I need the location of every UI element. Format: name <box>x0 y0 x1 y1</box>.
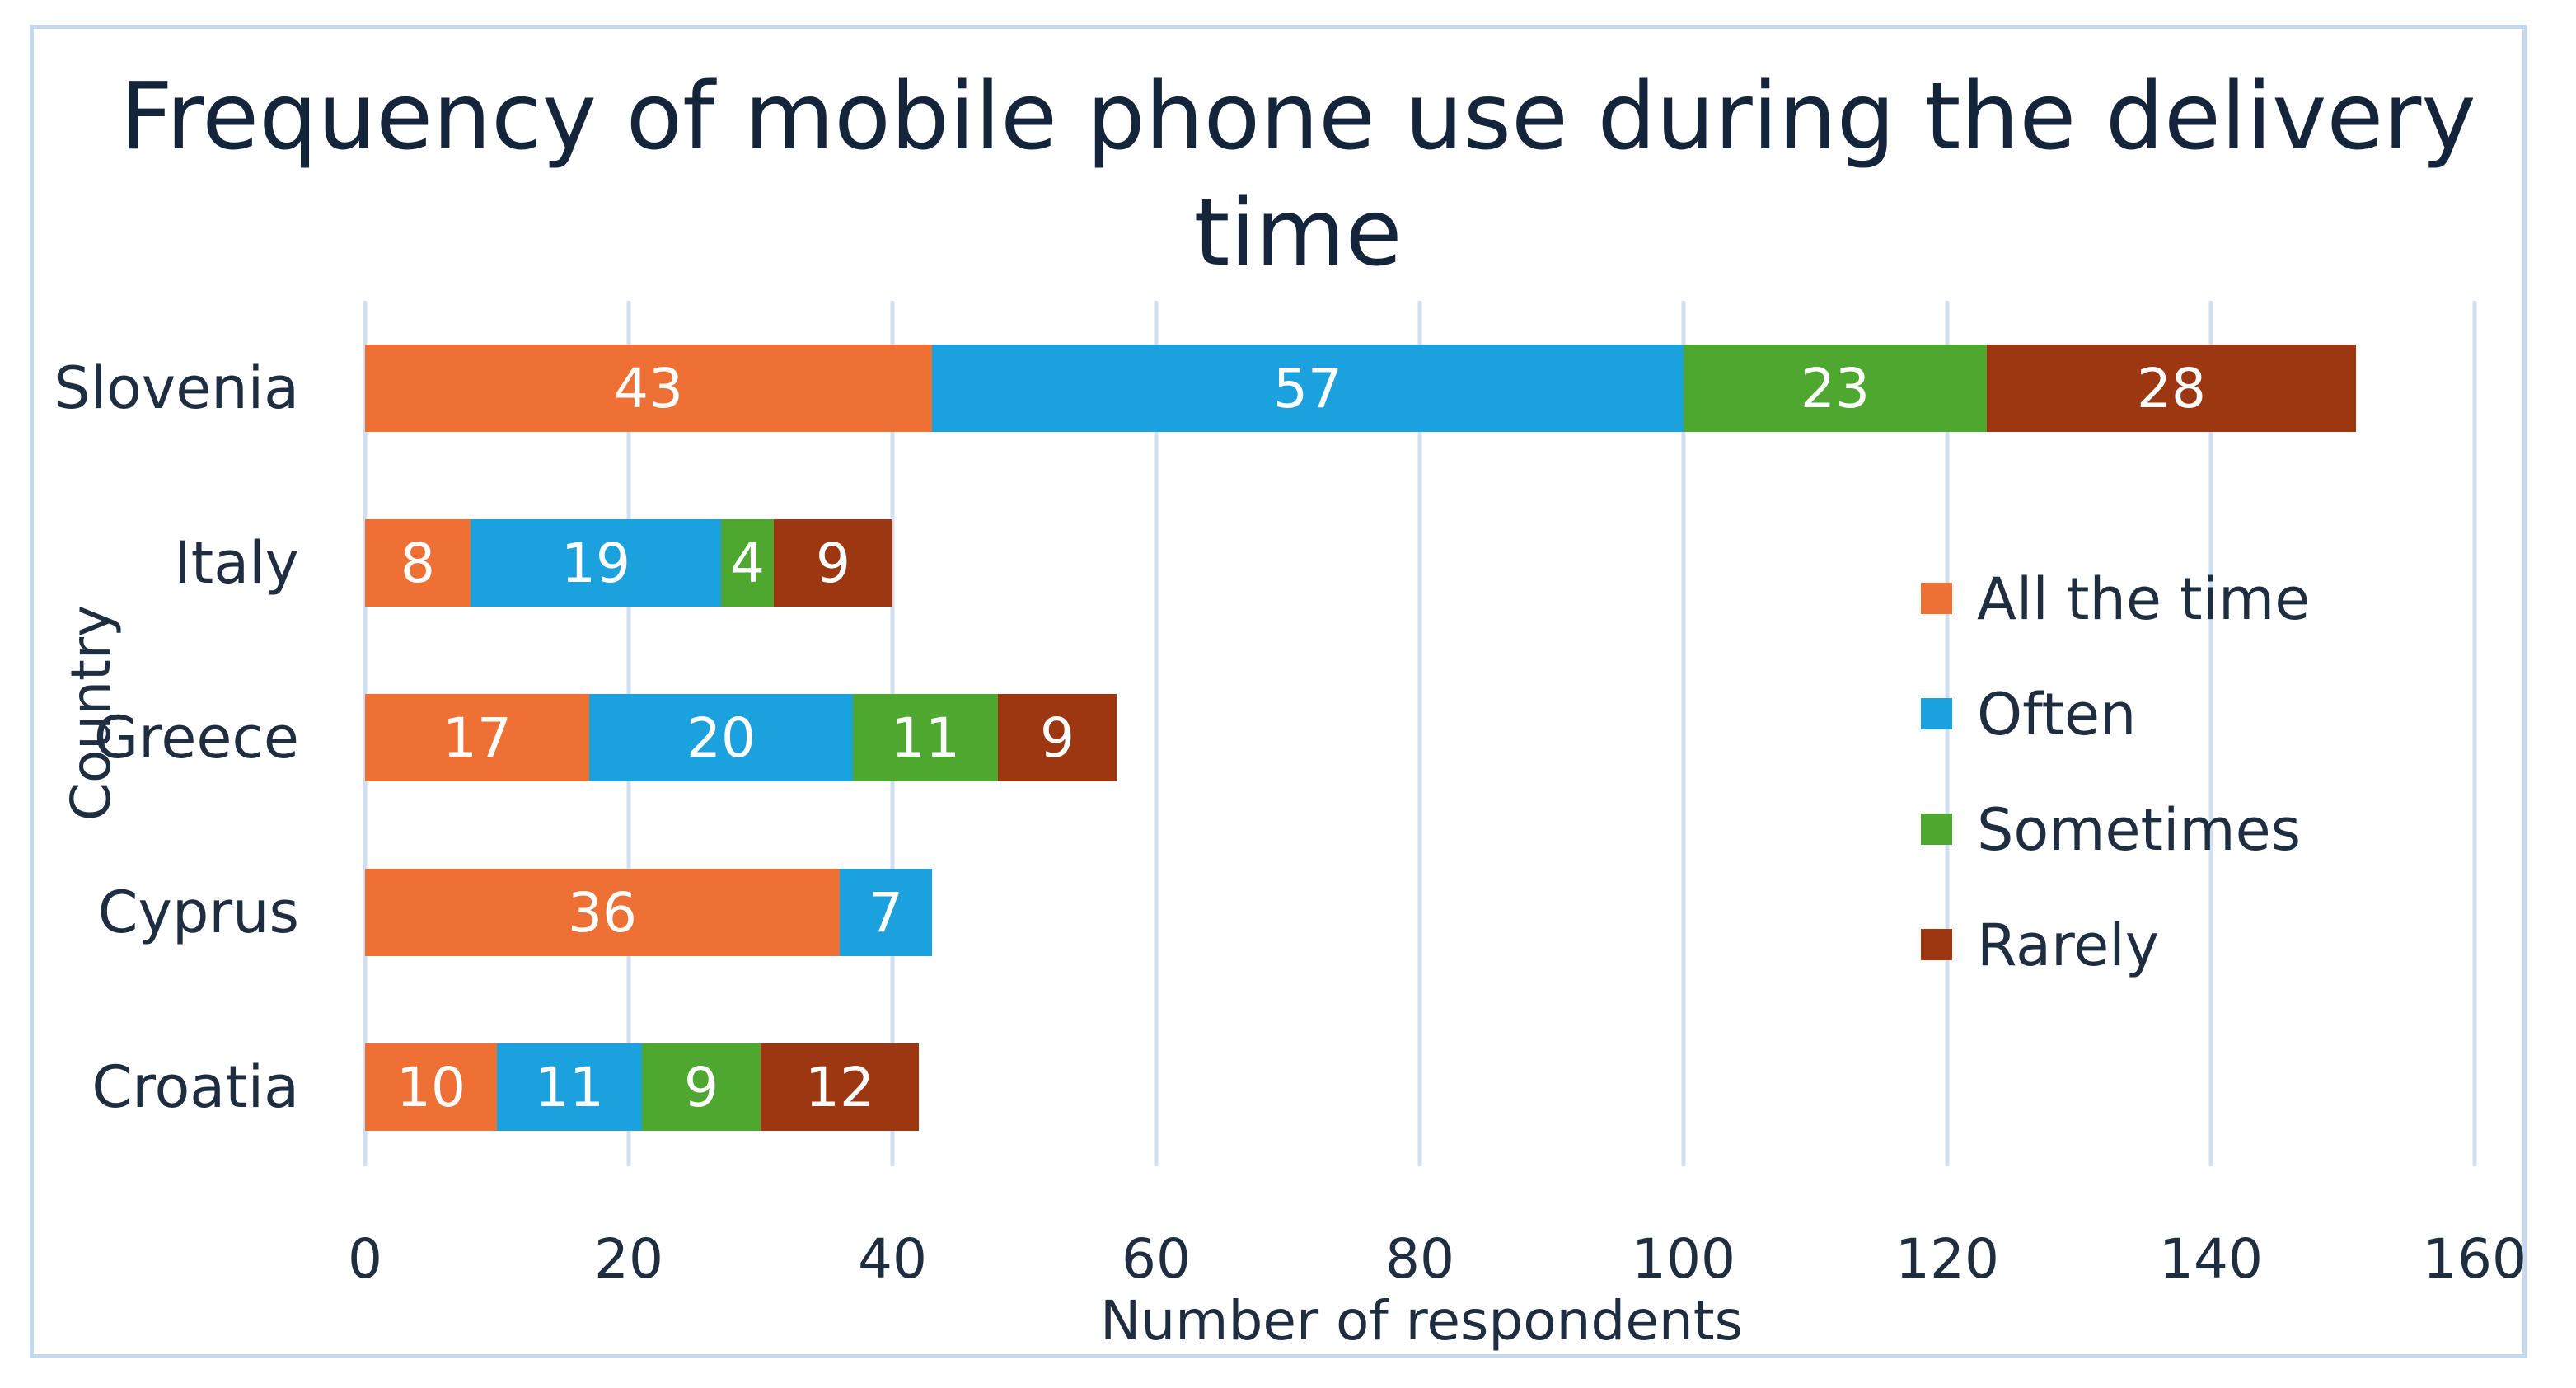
x-tick-label-120: 120 <box>1895 1227 1999 1291</box>
legend-swatch-rarely <box>1921 929 1952 960</box>
gridlines <box>363 301 2477 1166</box>
bar-greece-sometimes <box>853 694 998 781</box>
x-tick-label-60: 60 <box>1122 1227 1191 1291</box>
data-label-croatia-sometimes: 9 <box>684 1056 719 1119</box>
legend-label-often: Often <box>1977 681 2136 748</box>
data-label-greece-often: 20 <box>686 706 756 770</box>
data-label-greece-all-the-time: 17 <box>443 706 512 770</box>
bar-cyprus-often <box>840 869 932 956</box>
category-labels: Slovenia Italy Greece Cyprus Croatia <box>54 354 299 1121</box>
x-tick-label-0: 0 <box>348 1227 382 1291</box>
bar-italy-often <box>471 519 721 607</box>
bars: 43 57 23 288 19 4 917 20 11 936 710 11 9 12 <box>365 345 2356 1131</box>
category-label-slovenia: Slovenia <box>54 354 299 422</box>
legend-label-all-the-time: All the time <box>1977 565 2310 633</box>
legend-swatch-often <box>1921 698 1952 729</box>
bar-greece-often <box>589 694 853 781</box>
x-tick-label-40: 40 <box>858 1227 927 1291</box>
bar-croatia-often <box>497 1043 642 1131</box>
data-label-croatia-often: 11 <box>535 1056 604 1119</box>
bar-croatia-sometimes <box>642 1043 761 1131</box>
legend: All the time Often Sometimes Rarely <box>1921 565 2310 979</box>
data-label-slovenia-rarely: 28 <box>2137 357 2206 420</box>
chart-title-line-2: time <box>1193 180 1402 287</box>
data-label-croatia-rarely: 12 <box>805 1056 874 1119</box>
chart-title-line-1: Frequency of mobile phone use during the… <box>119 63 2475 171</box>
data-label-croatia-all-the-time: 10 <box>396 1056 466 1119</box>
bar-slovenia-sometimes <box>1684 345 1987 432</box>
data-label-italy-all-the-time: 8 <box>400 532 435 595</box>
bar-italy-rarely <box>774 519 892 607</box>
data-label-italy-sometimes: 4 <box>730 532 765 595</box>
stacked-bar-chart: Frequency of mobile phone use during the… <box>54 63 2527 1353</box>
data-label-slovenia-often: 57 <box>1273 357 1342 420</box>
data-label-slovenia-all-the-time: 43 <box>614 357 683 420</box>
bar-croatia-all-the-time <box>365 1043 497 1131</box>
legend-swatch-sometimes <box>1921 814 1952 845</box>
category-label-croatia: Croatia <box>91 1053 299 1121</box>
legend-swatch-all-the-time <box>1921 583 1952 614</box>
bar-cyprus-all-the-time <box>365 869 840 956</box>
bar-slovenia-often <box>932 345 1684 432</box>
data-label-greece-rarely: 9 <box>1040 706 1075 770</box>
legend-label-sometimes: Sometimes <box>1977 796 2301 864</box>
bar-slovenia-all-the-time <box>365 345 932 432</box>
x-tick-labels: 0 20 40 60 80 100 120 140 160 <box>348 1227 2527 1291</box>
bar-greece-rarely <box>998 694 1117 781</box>
data-label-cyprus-all-the-time: 36 <box>568 881 637 945</box>
x-tick-label-140: 140 <box>2159 1227 2263 1291</box>
category-label-italy: Italy <box>174 529 299 597</box>
x-tick-label-160: 160 <box>2423 1227 2527 1291</box>
data-label-greece-sometimes: 11 <box>891 706 960 770</box>
x-tick-label-80: 80 <box>1385 1227 1454 1291</box>
legend-label-rarely: Rarely <box>1977 912 2159 979</box>
y-axis-title: Country <box>59 605 123 821</box>
bar-italy-all-the-time <box>365 519 471 607</box>
x-tick-label-100: 100 <box>1632 1227 1735 1291</box>
chart-frame: Frequency of mobile phone use during the… <box>30 25 2527 1358</box>
bar-italy-sometimes <box>721 519 774 607</box>
x-axis-title: Number of respondents <box>1100 1289 1743 1353</box>
category-label-greece: Greece <box>94 704 299 771</box>
bar-croatia-rarely <box>761 1043 919 1131</box>
data-label-italy-rarely: 9 <box>816 532 850 595</box>
data-label-slovenia-sometimes: 23 <box>1801 357 1870 420</box>
bar-greece-all-the-time <box>365 694 589 781</box>
data-label-italy-often: 19 <box>561 532 630 595</box>
category-label-cyprus: Cyprus <box>98 879 299 946</box>
bar-slovenia-rarely <box>1987 345 2356 432</box>
data-label-cyprus-often: 7 <box>869 881 903 945</box>
x-tick-label-20: 20 <box>594 1227 663 1291</box>
